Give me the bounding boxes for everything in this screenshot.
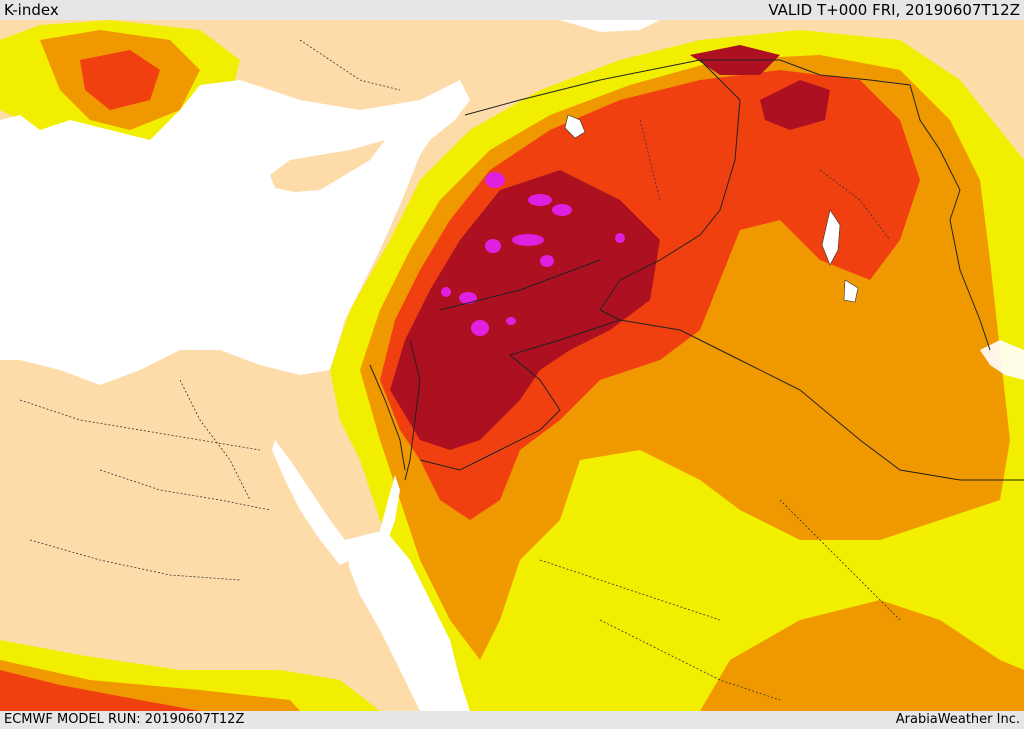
country-borders <box>369 59 1024 481</box>
k-zone-extreme-8 <box>459 292 477 304</box>
k-index-extreme-layer <box>441 172 625 336</box>
border-egypt-israel <box>369 364 406 471</box>
k-zone-extreme-11 <box>441 287 451 297</box>
border-syria-jordan <box>439 259 601 311</box>
k-index-map <box>0 20 1024 711</box>
lake-north <box>564 114 586 139</box>
black-sea-edge <box>560 20 660 32</box>
border-jordan-saudi <box>509 319 1024 481</box>
k-zone-extreme-3 <box>552 204 572 216</box>
border-iraq-syria <box>659 59 741 261</box>
k-zone-very-high-main <box>390 170 660 450</box>
border-jordan-saudi-south <box>419 354 561 471</box>
valid-time: VALID T+000 FRI, 20190607T12Z <box>768 1 1020 19</box>
k-zone-extreme-4 <box>512 234 544 246</box>
gulf-of-suez <box>272 440 350 565</box>
k-zone-very-high-northeast <box>760 80 830 130</box>
persian-gulf-edge <box>980 340 1024 380</box>
k-zone-extreme-9 <box>471 320 489 336</box>
map-title: K-index <box>4 1 59 19</box>
red-sea <box>345 530 470 711</box>
waterways <box>564 114 859 303</box>
border-iraq-iran <box>779 59 991 351</box>
province-borders <box>19 39 901 701</box>
header-bar: K-index VALID T+000 FRI, 20190607T12Z <box>0 0 1024 20</box>
footer-bar: ECMWF MODEL RUN: 20190607T12Z ArabiaWeat… <box>0 711 1024 729</box>
border-jordan-iraq <box>599 259 661 321</box>
cyprus-island <box>270 140 385 192</box>
credit: ArabiaWeather Inc. <box>895 712 1020 727</box>
k-zone-extreme-7 <box>615 233 625 243</box>
k-zone-high-southwest <box>0 670 200 711</box>
k-zone-extreme-5 <box>485 239 501 253</box>
k-zone-extreme-1 <box>485 172 505 188</box>
gulf-of-aqaba <box>380 475 400 540</box>
border-syria-turkey <box>464 59 780 116</box>
k-zone-extreme-10 <box>506 317 516 325</box>
k-zone-extreme-2 <box>528 194 552 206</box>
k-zone-high-northwest <box>80 50 160 110</box>
k-zone-mid-south <box>700 600 1024 711</box>
k-zone-extreme-6 <box>540 255 554 267</box>
model-run: ECMWF MODEL RUN: 20190607T12Z <box>4 712 245 727</box>
border-israel-jordan <box>404 339 421 481</box>
lake-east <box>843 279 859 303</box>
lake-northeast <box>821 209 841 266</box>
